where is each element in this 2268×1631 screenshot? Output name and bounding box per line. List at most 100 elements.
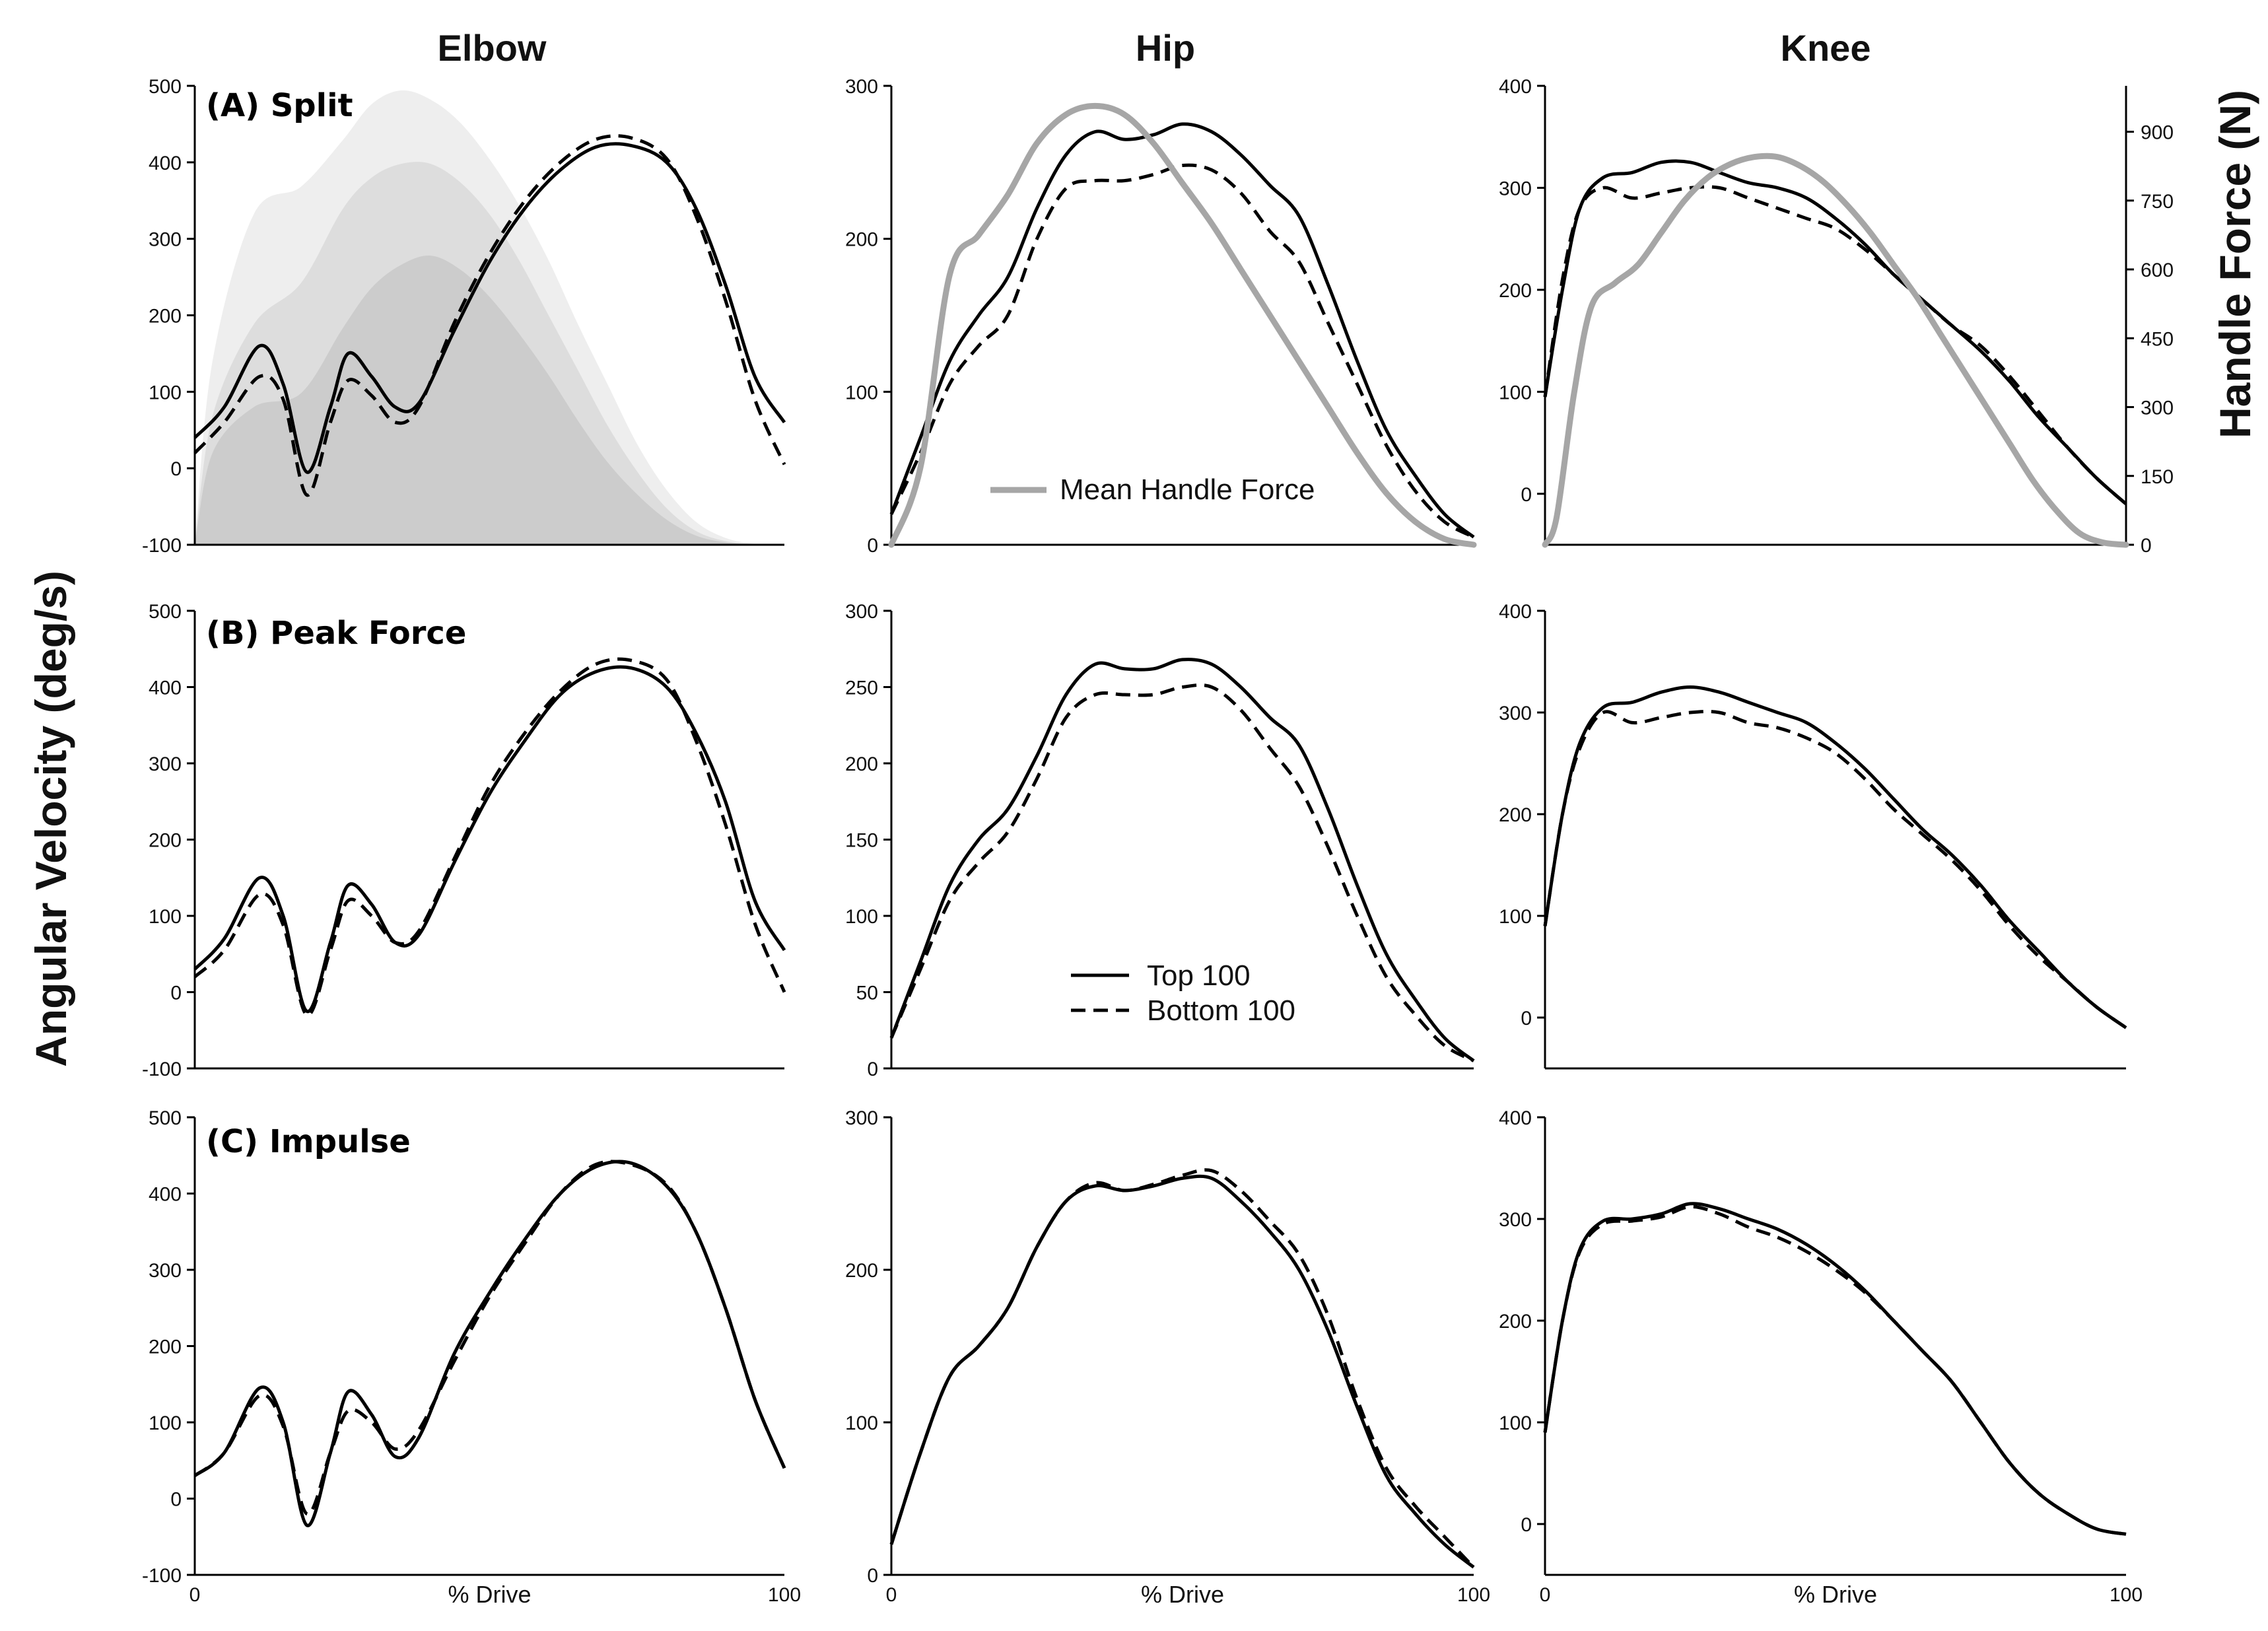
panel-b-knee: 0 100 200 300 400 <box>1499 601 2127 1070</box>
y-tick-label: 300 <box>149 1260 182 1282</box>
y-tick-label: 500 <box>149 1107 182 1129</box>
y-tick-label: 100 <box>845 1412 878 1434</box>
right-axis-label: Handle Force (N) <box>2211 90 2259 438</box>
y-tick-label: 400 <box>149 153 182 174</box>
series-top-100 <box>1543 685 2127 1029</box>
series-bottom-100 <box>1543 1204 2127 1536</box>
x-axis-label: % Drive <box>448 1581 531 1608</box>
y-tick-label: 200 <box>845 753 878 775</box>
x-tick-label: 100 <box>2110 1584 2143 1606</box>
legend-top-label: Top 100 <box>1147 959 1251 992</box>
series-top-100 <box>193 142 786 474</box>
series-bottom-100 <box>193 134 786 497</box>
series-bottom-100 <box>889 1168 1475 1569</box>
series-top-100 <box>889 658 1475 1062</box>
y-tick-label: 400 <box>1499 601 1532 623</box>
panel-label-split: (A) Split <box>206 87 353 124</box>
y-tick-label: 100 <box>149 382 182 403</box>
y-tick-label: 400 <box>1499 76 1532 98</box>
y-tick-label: 200 <box>845 229 878 251</box>
panel-b-hip: 0 50 100 150 200 250 300 <box>845 601 1475 1080</box>
y-tick-label: 300 <box>149 753 182 775</box>
y-tick-label: 300 <box>845 1107 878 1129</box>
panel-a-hip: 0 100 200 300 <box>845 76 1477 557</box>
y-tick-label: 0 <box>1521 1008 1532 1029</box>
y-tick-label: 300 <box>1499 1209 1532 1231</box>
x-tick-label: 100 <box>1457 1584 1490 1606</box>
column-title-hip: Hip <box>1136 27 1195 69</box>
y-tick-label: 0 <box>1521 1514 1532 1536</box>
x-tick-label: 0 <box>886 1584 897 1606</box>
x-axis-label: % Drive <box>1794 1581 1877 1608</box>
y-tick-label: 400 <box>149 677 182 699</box>
y-tick-label: 200 <box>149 1336 182 1358</box>
panel-a-knee: 0 100 200 300 400 0 150 300 450 600 750 900 <box>1499 76 2174 557</box>
y-tick-label: 400 <box>1499 1107 1532 1129</box>
y2-tick-label: 150 <box>2141 466 2174 488</box>
y-tick-label: 0 <box>867 1565 878 1587</box>
y-tick-label: 100 <box>149 906 182 928</box>
y-tick-label: 100 <box>845 382 878 403</box>
y2-tick-label: 750 <box>2141 191 2174 213</box>
series-bottom-100 <box>1543 710 2127 1029</box>
series-top-100 <box>193 665 786 1013</box>
series-top-100 <box>1543 159 2127 506</box>
panel-label-peak-force: (B) Peak Force <box>206 615 466 652</box>
series-bottom-100 <box>193 657 786 1017</box>
series-top-100 <box>889 122 1475 539</box>
column-title-elbow: Elbow <box>438 27 547 69</box>
panel-c-knee: 0 100 200 300 400 0 100 % Drive <box>1499 1107 2143 1608</box>
y-tick-label: 150 <box>845 830 878 852</box>
y-tick-label: 500 <box>149 601 182 623</box>
panel-label-impulse: (C) Impulse <box>206 1123 411 1160</box>
y-tick-label: 300 <box>1499 703 1532 724</box>
panel-c-hip: 0 100 200 300 0 100 % Drive <box>845 1107 1490 1608</box>
x-axis-label: % Drive <box>1141 1581 1224 1608</box>
y-tick-label: 300 <box>1499 178 1532 199</box>
panel-c-elbow: -100 0 100 200 300 400 500 0 100 % Drive <box>142 1107 801 1608</box>
series-top-100 <box>1543 1202 2127 1536</box>
legend-bottom-label: Bottom 100 <box>1147 994 1295 1027</box>
y-tick-label: 200 <box>149 306 182 328</box>
y2-tick-label: 0 <box>2141 535 2152 557</box>
y-tick-label: 0 <box>170 983 182 1004</box>
y-tick-label: 50 <box>856 983 878 1004</box>
y2-tick-label: 300 <box>2141 398 2174 419</box>
series-top-100 <box>889 1174 1475 1569</box>
y-tick-label: -100 <box>142 535 182 557</box>
y-tick-label: 400 <box>149 1184 182 1206</box>
y2-tick-label: 600 <box>2141 260 2174 281</box>
series-top-100 <box>193 1160 786 1527</box>
y-tick-label: 300 <box>149 229 182 251</box>
series-bottom-100 <box>1543 185 2127 506</box>
panel-a-elbow: -100 0 100 200 300 400 500 <box>142 76 786 557</box>
y-tick-label: 100 <box>1499 906 1532 928</box>
y-tick-label: 200 <box>1499 804 1532 826</box>
series-bottom-100 <box>889 163 1475 539</box>
x-tick-label: 100 <box>768 1584 801 1606</box>
y-tick-label: 200 <box>149 830 182 852</box>
y2-tick-label: 900 <box>2141 122 2174 144</box>
y-tick-label: 100 <box>149 1412 182 1434</box>
y-tick-label: 100 <box>1499 382 1532 403</box>
y-tick-label: 0 <box>867 1058 878 1080</box>
panel-b-elbow: -100 0 100 200 300 400 500 <box>142 601 786 1080</box>
y-tick-label: 100 <box>845 906 878 928</box>
series-bottom-100 <box>193 1160 786 1516</box>
y2-tick-label: 450 <box>2141 328 2174 350</box>
y-tick-label: -100 <box>142 1058 182 1080</box>
series-mean-handle-force <box>1542 153 2129 548</box>
y-axis-label: Angular Velocity (deg/s) <box>26 571 75 1067</box>
y-tick-label: 0 <box>170 1489 182 1511</box>
y-tick-label: 100 <box>1499 1412 1532 1434</box>
y-tick-label: 200 <box>1499 1311 1532 1333</box>
x-tick-label: 0 <box>189 1584 201 1606</box>
y-tick-label: 200 <box>845 1260 878 1282</box>
y-tick-label: 0 <box>867 535 878 557</box>
x-tick-label: 0 <box>1540 1584 1551 1606</box>
legend-force: Mean Handle Force <box>990 473 1315 506</box>
column-title-knee: Knee <box>1781 27 1871 69</box>
legend-force-label: Mean Handle Force <box>1060 473 1315 506</box>
y-tick-label: 200 <box>1499 280 1532 302</box>
